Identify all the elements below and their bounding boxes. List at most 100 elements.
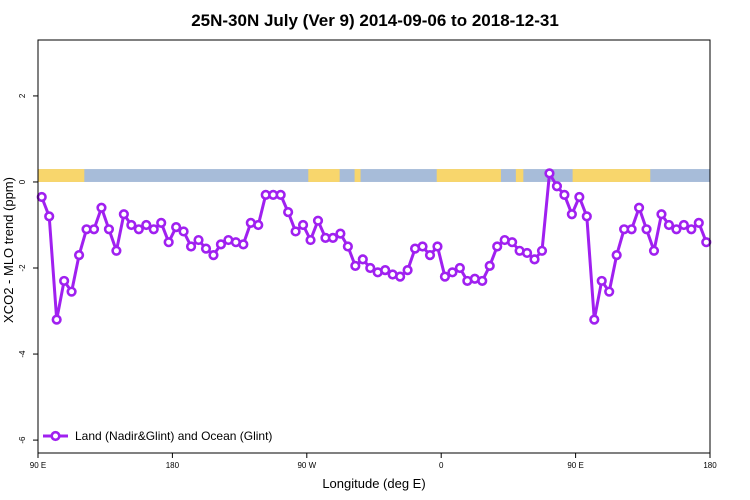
data-point: [36, 191, 47, 203]
data-point: [417, 241, 428, 252]
data-point: [118, 209, 129, 220]
x-tick-label: 90 W: [297, 461, 316, 470]
data-point: [589, 314, 600, 325]
data-point: [297, 219, 309, 231]
y-tick-label: 0: [18, 179, 27, 184]
data-point: [402, 265, 413, 276]
data-point: [395, 271, 406, 282]
data-point: [701, 237, 712, 248]
data-point: [156, 217, 167, 228]
ocean-band: [38, 169, 710, 182]
data-point: [312, 215, 324, 226]
data-point: [604, 286, 615, 297]
data-point: [484, 260, 495, 271]
land-ocean-band: [38, 169, 710, 182]
data-point: [141, 219, 152, 231]
x-tick-label: 180: [166, 461, 180, 470]
data-point: [73, 250, 85, 261]
data-point: [566, 209, 577, 220]
data-point: [335, 228, 346, 239]
y-tick-label: 2: [18, 93, 27, 98]
data-point: [103, 224, 115, 235]
data-point: [275, 189, 286, 200]
land-segment: [38, 169, 85, 182]
land-segment: [354, 169, 361, 182]
data-point: [148, 224, 159, 235]
data-point: [477, 275, 488, 287]
y-axis-label: XCO2 - MLO trend (ppm): [1, 177, 16, 323]
y-tick-label: -2: [18, 264, 27, 272]
data-point: [559, 189, 570, 200]
x-tick-label: 0: [439, 461, 444, 470]
data-point: [454, 262, 465, 274]
data-point: [365, 262, 376, 274]
data-point: [656, 209, 667, 220]
data-point: [126, 219, 137, 231]
data-point: [678, 219, 689, 231]
y-tick-label: -6: [18, 436, 27, 444]
plot-frame: [37, 39, 711, 454]
x-tick-label: 90 E: [567, 461, 583, 470]
x-axis-label: Longitude (deg E): [322, 476, 425, 491]
data-point: [447, 267, 458, 278]
data-point: [686, 224, 697, 235]
data-point: [305, 234, 316, 246]
data-point: [424, 250, 436, 261]
data-point: [551, 181, 563, 192]
data-point: [96, 202, 107, 213]
data-point: [44, 211, 55, 222]
data-point: [283, 206, 294, 218]
data-point: [59, 275, 70, 287]
data-point: [507, 237, 518, 248]
data-point: [380, 265, 391, 276]
data-point: [66, 286, 77, 297]
data-point: [185, 241, 197, 252]
data-point: [648, 245, 660, 256]
data-point: [178, 226, 189, 237]
series-layer: [36, 168, 712, 325]
x-tick-label: 180: [703, 461, 717, 470]
data-point: [357, 254, 368, 265]
data-point: [163, 237, 174, 248]
land-segment: [515, 169, 524, 182]
data-point: [536, 245, 548, 256]
y-axis: 2 0 -2 -4 -6: [18, 93, 38, 444]
data-point: [327, 232, 339, 243]
data-point: [611, 250, 622, 261]
legend: Land (Nadir&Glint) and Ocean (Glint): [43, 429, 272, 443]
data-point: [693, 217, 704, 228]
data-point: [238, 239, 249, 250]
chart-title: 25N-30N July (Ver 9) 2014-09-06 to 2018-…: [191, 11, 559, 30]
data-point: [626, 224, 637, 235]
data-point: [544, 168, 555, 179]
data-point: [641, 224, 652, 235]
series-line: [40, 171, 708, 322]
data-point: [342, 241, 353, 252]
data-point: [253, 219, 264, 231]
data-point: [596, 275, 607, 287]
data-point: [521, 247, 533, 259]
data-point: [193, 234, 204, 246]
data-point: [439, 271, 451, 282]
data-point: [200, 243, 212, 254]
x-axis: 90 E 180 90 W 0 90 E 180: [30, 453, 717, 470]
legend-marker: [50, 430, 61, 442]
data-point: [671, 224, 682, 235]
data-point: [111, 245, 122, 256]
data-point: [574, 191, 585, 203]
y-tick-label: -4: [18, 350, 27, 358]
data-point: [88, 224, 100, 235]
data-point: [215, 239, 227, 250]
data-point: [663, 219, 675, 231]
data-point: [133, 224, 144, 235]
land-segment: [572, 169, 651, 182]
data-point: [208, 250, 219, 261]
data-point: [290, 226, 301, 237]
data-point: [171, 222, 182, 233]
data-point: [529, 254, 540, 265]
x-tick-label: 90 E: [30, 461, 46, 470]
data-point: [350, 260, 361, 271]
land-segment: [436, 169, 501, 182]
data-point: [633, 202, 645, 213]
